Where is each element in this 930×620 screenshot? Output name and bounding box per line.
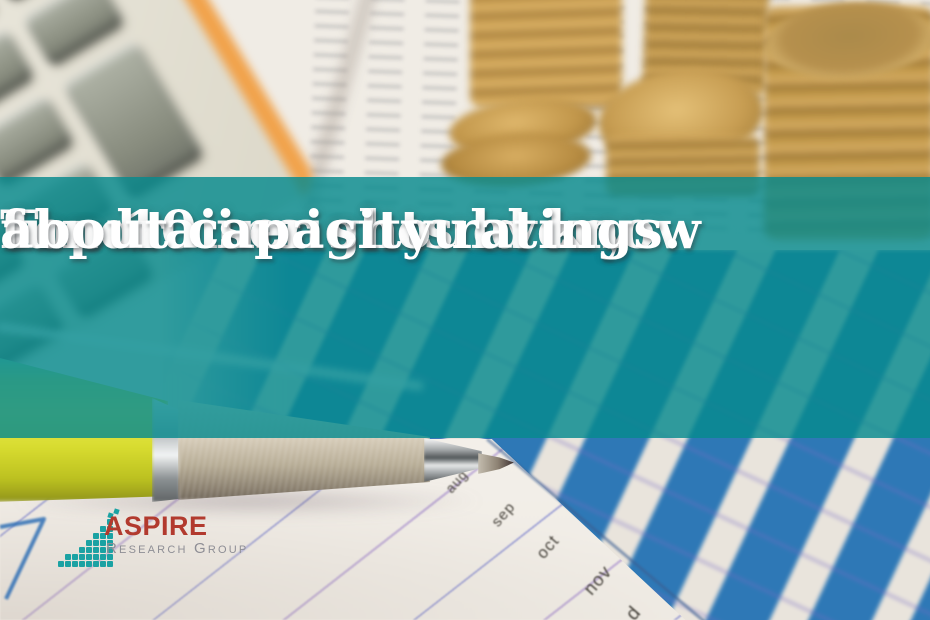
headline-line-1: Top 10 insights every: [0, 200, 629, 261]
aspire-logo: ASPIRE Research Group: [58, 508, 258, 571]
logo-subtitle: Research Group: [106, 540, 249, 557]
coin-stack: [470, 0, 622, 108]
logo-name: ASPIRE: [104, 511, 208, 541]
bar-chart-squares-icon: [58, 517, 120, 567]
headline-line-3: about capacity ratings.: [0, 200, 682, 261]
headline-line-2: fundraiser should know: [0, 200, 702, 261]
teal-overlay-band: [0, 177, 930, 438]
drawn-triangle: [0, 517, 46, 600]
